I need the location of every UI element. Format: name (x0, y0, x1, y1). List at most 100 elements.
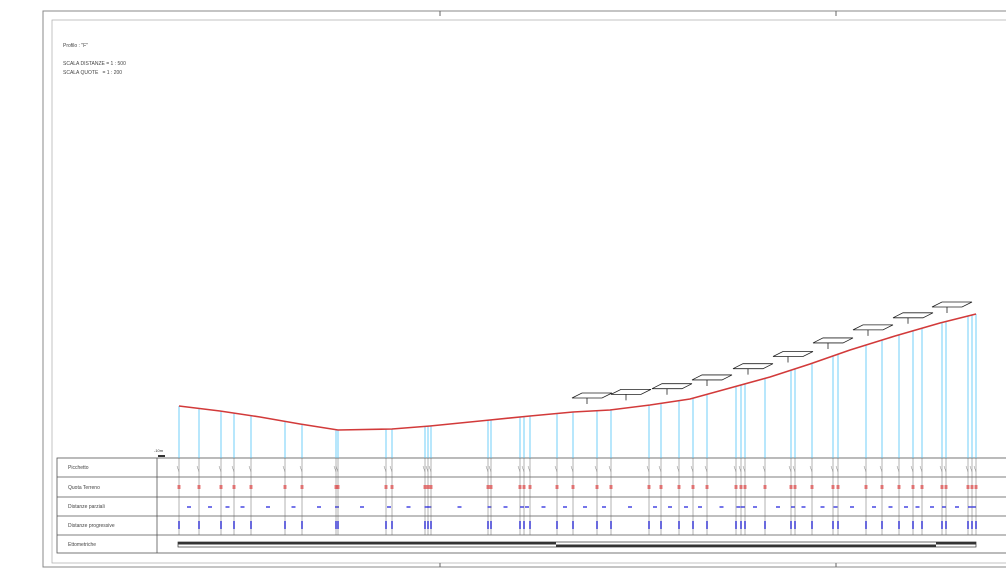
height-mark (429, 485, 433, 489)
height-mark (691, 485, 695, 489)
height-mark (595, 485, 599, 489)
partial-mark (776, 506, 780, 508)
progressive-mark (945, 521, 947, 529)
partial-mark (915, 506, 920, 508)
partial-mark (503, 506, 508, 508)
row-label-distanze-progressive: Distanze progressive (68, 523, 115, 529)
partial-mark (525, 506, 529, 508)
partial-mark (187, 506, 191, 508)
section-symbol (931, 301, 973, 308)
station-tick (792, 465, 796, 473)
station-tick (879, 465, 883, 473)
partial-mark (833, 506, 838, 508)
station-tick (835, 465, 839, 473)
partial-mark (563, 506, 567, 508)
section-symbol (691, 374, 733, 381)
table-cell-marks (176, 458, 978, 535)
station-tick (608, 465, 612, 473)
terrain-profile-line (178, 313, 977, 431)
progressive-mark (523, 521, 525, 529)
station-tick (658, 465, 662, 473)
height-mark (219, 485, 223, 489)
height-mark (734, 485, 738, 489)
partial-mark (684, 506, 688, 508)
station-tick (554, 465, 558, 473)
progressive-mark (744, 521, 746, 529)
partial-mark (719, 506, 724, 508)
progressive-mark (610, 521, 612, 529)
progressive-mark (178, 521, 180, 529)
section-symbol (610, 388, 652, 395)
station-tick (527, 465, 531, 473)
progressive-mark (648, 521, 650, 529)
partial-mark (457, 506, 462, 508)
height-mark (810, 485, 814, 489)
progressive-mark (490, 521, 492, 529)
progressive-mark (427, 521, 429, 529)
station-tick (428, 465, 432, 473)
partial-mark (406, 506, 411, 508)
height-mark (334, 485, 338, 489)
scale-bar (158, 455, 165, 457)
height-mark (743, 485, 747, 489)
partial-mark (741, 506, 745, 508)
section-symbol (732, 363, 774, 370)
height-mark (836, 485, 840, 489)
section-symbol (892, 312, 934, 319)
section-symbol (812, 337, 854, 344)
partial-mark (602, 506, 606, 508)
partial-mark (628, 506, 632, 508)
progressive-mark (975, 521, 977, 529)
station-tick (896, 465, 900, 473)
partial-mark (942, 506, 946, 508)
height-mark (789, 485, 793, 489)
inner-frame (51, 19, 1006, 564)
progressive-mark (912, 521, 914, 529)
partial-mark (736, 506, 741, 508)
progressive-mark (301, 521, 303, 529)
partial-mark (424, 506, 429, 508)
height-mark (763, 485, 767, 489)
progressive-mark (832, 521, 834, 529)
height-mark (677, 485, 681, 489)
progressive-mark (337, 521, 339, 529)
station-tick (422, 465, 426, 473)
station-tick (299, 465, 303, 473)
section-symbol (852, 324, 894, 331)
partial-mark (888, 506, 893, 508)
partial-mark (225, 506, 230, 508)
station-tick (594, 465, 598, 473)
station-tick (704, 465, 708, 473)
partial-mark (360, 506, 364, 508)
height-mark (944, 485, 948, 489)
partial-mark (801, 506, 806, 508)
station-tick (521, 465, 525, 473)
progressive-mark (519, 521, 521, 529)
scale-bar-label: -10m (154, 448, 164, 453)
partial-mark (208, 506, 212, 508)
progressive-mark (837, 521, 839, 529)
height-mark (489, 485, 493, 489)
height-mark (555, 485, 559, 489)
station-tick (809, 465, 813, 473)
partial-mark (317, 506, 321, 508)
progressive-mark (898, 521, 900, 529)
height-mark (609, 485, 613, 489)
partial-mark (955, 506, 959, 508)
station-tick (863, 465, 867, 473)
height-mark (522, 485, 526, 489)
station-tick (425, 465, 429, 473)
partial-mark (850, 506, 854, 508)
height-mark (390, 485, 394, 489)
station-tick (919, 465, 923, 473)
scale-heights: SCALA QUOTE = 1 : 200 (63, 70, 123, 76)
progressive-mark (250, 521, 252, 529)
station-tick (570, 465, 574, 473)
progressive-mark (220, 521, 222, 529)
profile-table: Picchetto Quota Terreno Distanze parzial… (56, 457, 1006, 554)
station-tick (389, 465, 393, 473)
station-tick (742, 465, 746, 473)
height-mark (197, 485, 201, 489)
station-tick (517, 465, 521, 473)
station-tick (762, 465, 766, 473)
